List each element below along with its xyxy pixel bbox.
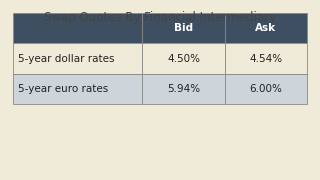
FancyBboxPatch shape (225, 13, 307, 43)
FancyBboxPatch shape (225, 43, 307, 74)
FancyBboxPatch shape (13, 74, 142, 104)
FancyBboxPatch shape (142, 13, 225, 43)
Text: 5-year dollar rates: 5-year dollar rates (18, 53, 114, 64)
FancyBboxPatch shape (13, 43, 142, 74)
FancyBboxPatch shape (142, 74, 225, 104)
FancyBboxPatch shape (13, 13, 142, 43)
Text: Swap Quotes By Financial Intermediary: Swap Quotes By Financial Intermediary (44, 12, 276, 24)
Text: Bid: Bid (174, 23, 193, 33)
FancyBboxPatch shape (142, 43, 225, 74)
Text: 5-year euro rates: 5-year euro rates (18, 84, 108, 94)
Text: 6.00%: 6.00% (250, 84, 283, 94)
Text: Ask: Ask (255, 23, 276, 33)
FancyBboxPatch shape (225, 74, 307, 104)
Text: 4.54%: 4.54% (249, 53, 283, 64)
Text: 5.94%: 5.94% (167, 84, 200, 94)
Text: 4.50%: 4.50% (167, 53, 200, 64)
